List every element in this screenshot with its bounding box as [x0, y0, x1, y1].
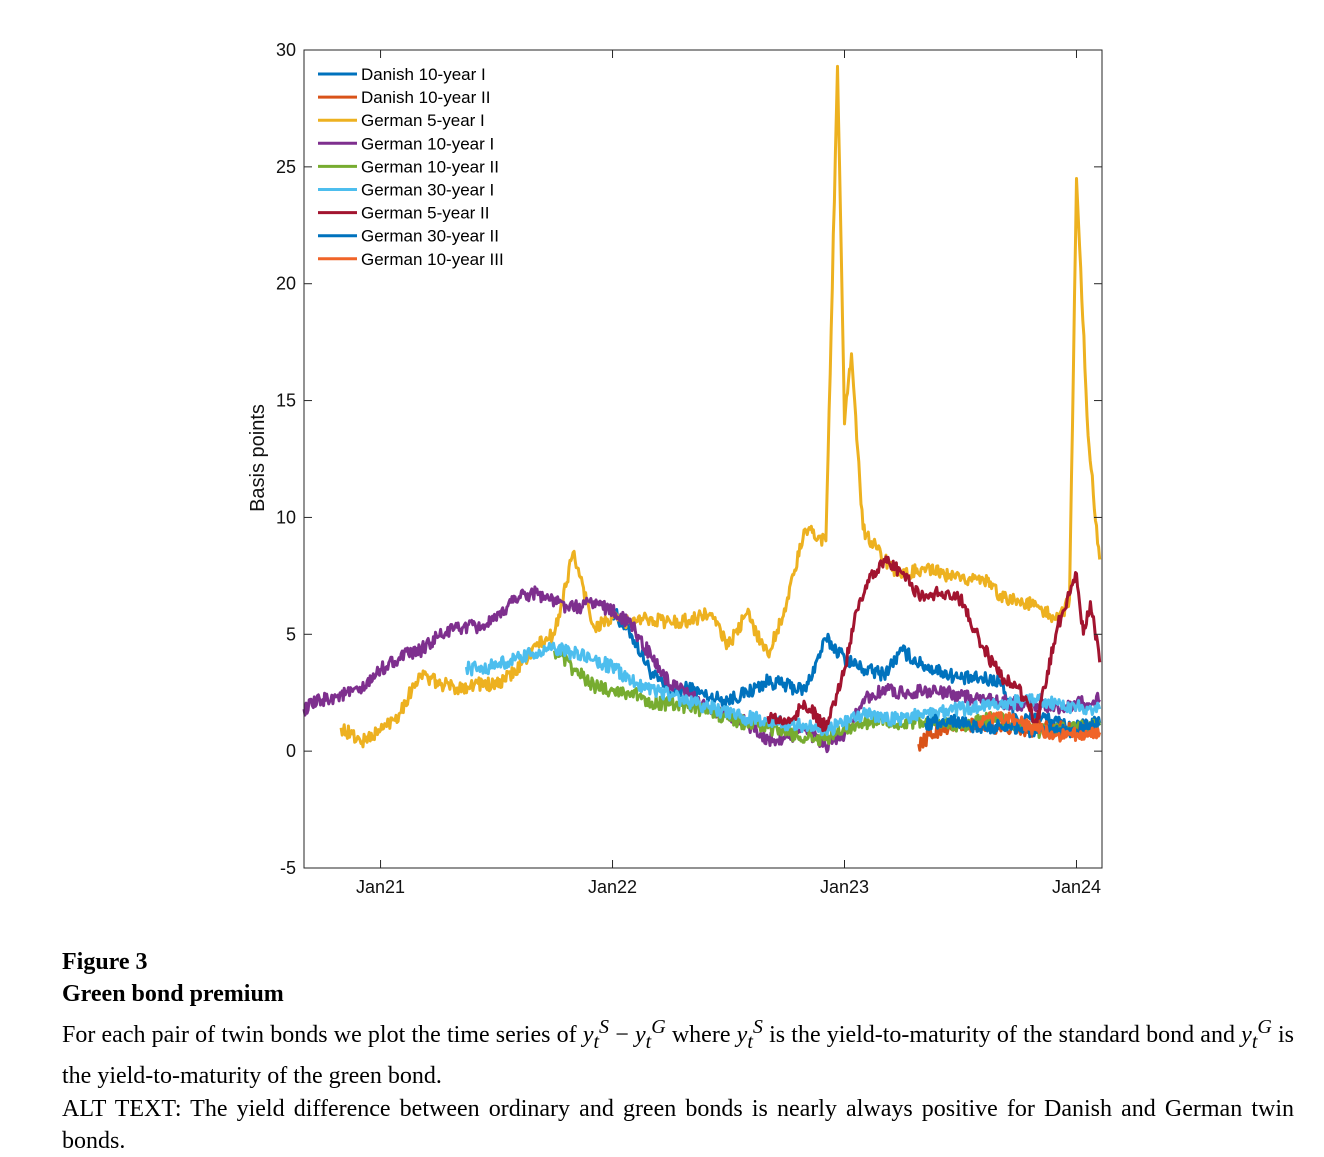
- y-tick-label: 25: [276, 157, 296, 177]
- series-line: [766, 555, 1102, 733]
- legend-label: German 10-year I: [361, 134, 494, 153]
- x-tick-label: Jan21: [356, 877, 405, 897]
- legend-label: German 10-year II: [361, 157, 499, 176]
- y-tick-label: 20: [276, 274, 296, 294]
- legend-label: German 5-year I: [361, 111, 485, 130]
- legend-label: Danish 10-year I: [361, 65, 486, 84]
- y-tick-label: 15: [276, 391, 296, 411]
- figure-number: Figure 3: [62, 949, 148, 975]
- y-tick-label: 5: [286, 624, 296, 644]
- y-tick-label: 30: [276, 40, 296, 60]
- x-axis: Jan21 Jan22 Jan23 Jan24: [356, 50, 1101, 897]
- x-tick-label: Jan22: [588, 877, 637, 897]
- series-line: [339, 64, 1102, 749]
- legend-label: German 30-year I: [361, 181, 494, 200]
- y-tick-label: 10: [276, 507, 296, 527]
- y-axis-label: Basis points: [247, 404, 269, 512]
- y-tick-label: 0: [286, 741, 296, 761]
- legend: Danish 10-year I Danish 10-year II German …: [312, 60, 522, 274]
- alt-text: ALT TEXT: The yield difference between o…: [62, 1095, 1294, 1154]
- legend-label: German 5-year II: [361, 204, 490, 223]
- legend-label: German 30-year II: [361, 227, 499, 246]
- legend-label: Danish 10-year II: [361, 88, 490, 107]
- figure-description: For each pair of twin bonds we plot the …: [62, 1016, 1295, 1089]
- series-layer: [302, 64, 1102, 754]
- x-tick-label: Jan24: [1052, 877, 1101, 897]
- y-axis: -5 0 5 10 15 20 25 30: [276, 40, 1102, 878]
- x-tick-label: Jan23: [820, 877, 869, 897]
- figure-title: Green bond premium: [62, 981, 284, 1007]
- series-line: [977, 711, 1102, 743]
- plot-frame: [303, 49, 1103, 869]
- legend-label: German 10-year III: [361, 250, 504, 269]
- figure-caption: Figure 3 Green bond premium For each pai…: [62, 946, 1294, 1157]
- y-tick-label: -5: [280, 858, 296, 878]
